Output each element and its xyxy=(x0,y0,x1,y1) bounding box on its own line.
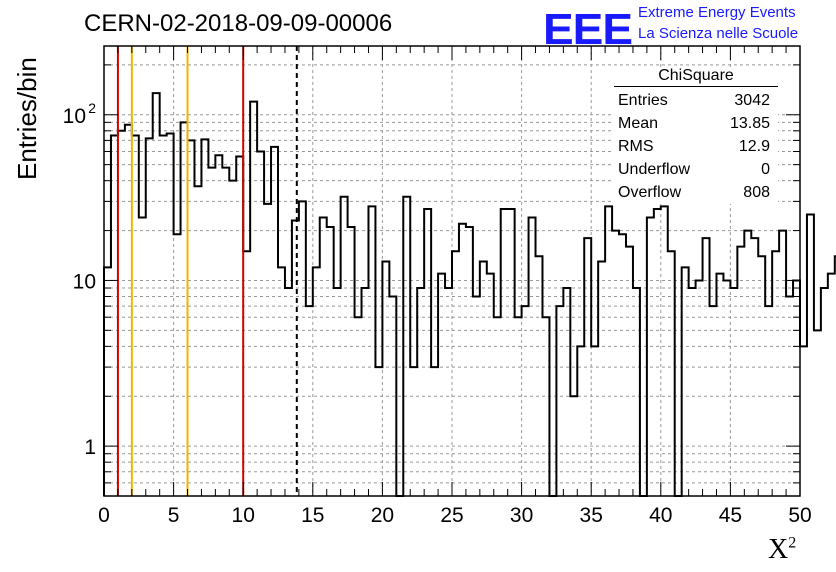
x-axis-label: X2 xyxy=(768,534,796,566)
x-axis-label-exponent: 2 xyxy=(788,534,797,552)
x-tick-label: 45 xyxy=(719,504,742,527)
y-tick-label: 10 xyxy=(63,105,86,128)
logo-tagline-2: La Scienza nelle Scuole xyxy=(638,25,799,42)
stats-box: ChiSquare Entries 3042 Mean 13.85 RMS 12… xyxy=(614,67,778,204)
x-tick-label: 20 xyxy=(371,504,394,527)
x-tick-label: 30 xyxy=(510,504,533,527)
x-tick-label: 35 xyxy=(580,504,603,527)
y-axis-label: Entries/bin xyxy=(12,57,42,180)
run-title: CERN-02-2018-09-09-00006 xyxy=(84,10,393,37)
y-tick-label: 10 xyxy=(73,270,96,293)
eee-logo: EEE xyxy=(543,4,633,54)
logo-tagline-1: Extreme Energy Events xyxy=(638,4,796,21)
stats-value: 808 xyxy=(743,184,770,201)
stats-row-rms: RMS 12.9 xyxy=(614,135,778,158)
y-tick-label-exponent: 2 xyxy=(88,100,96,116)
stats-label: Entries xyxy=(618,92,668,109)
stats-label: Overflow xyxy=(618,184,682,201)
stats-value: 12.9 xyxy=(738,138,770,155)
stats-label: Underflow xyxy=(618,161,691,178)
x-tick-label: 5 xyxy=(168,504,180,527)
stats-title: ChiSquare xyxy=(614,67,778,87)
y-tick-label: 1 xyxy=(84,436,96,459)
stats-label: Mean xyxy=(618,115,659,132)
stats-row-underflow: Underflow 0 xyxy=(614,158,778,181)
x-tick-label: 0 xyxy=(98,504,110,527)
stats-value: 3042 xyxy=(734,92,770,109)
x-axis-label-base: X xyxy=(768,534,789,565)
x-tick-label: 50 xyxy=(788,504,811,527)
stats-value: 13.85 xyxy=(729,115,770,132)
x-tick-label: 40 xyxy=(649,504,672,527)
x-tick-label: 10 xyxy=(232,504,255,527)
stats-label: RMS xyxy=(618,138,654,155)
stats-value: 0 xyxy=(761,161,770,178)
stats-row-overflow: Overflow 808 xyxy=(614,181,778,204)
stats-row-entries: Entries 3042 xyxy=(614,89,778,112)
x-tick-label: 25 xyxy=(440,504,463,527)
x-tick-label: 15 xyxy=(301,504,324,527)
stats-row-mean: Mean 13.85 xyxy=(614,112,778,135)
